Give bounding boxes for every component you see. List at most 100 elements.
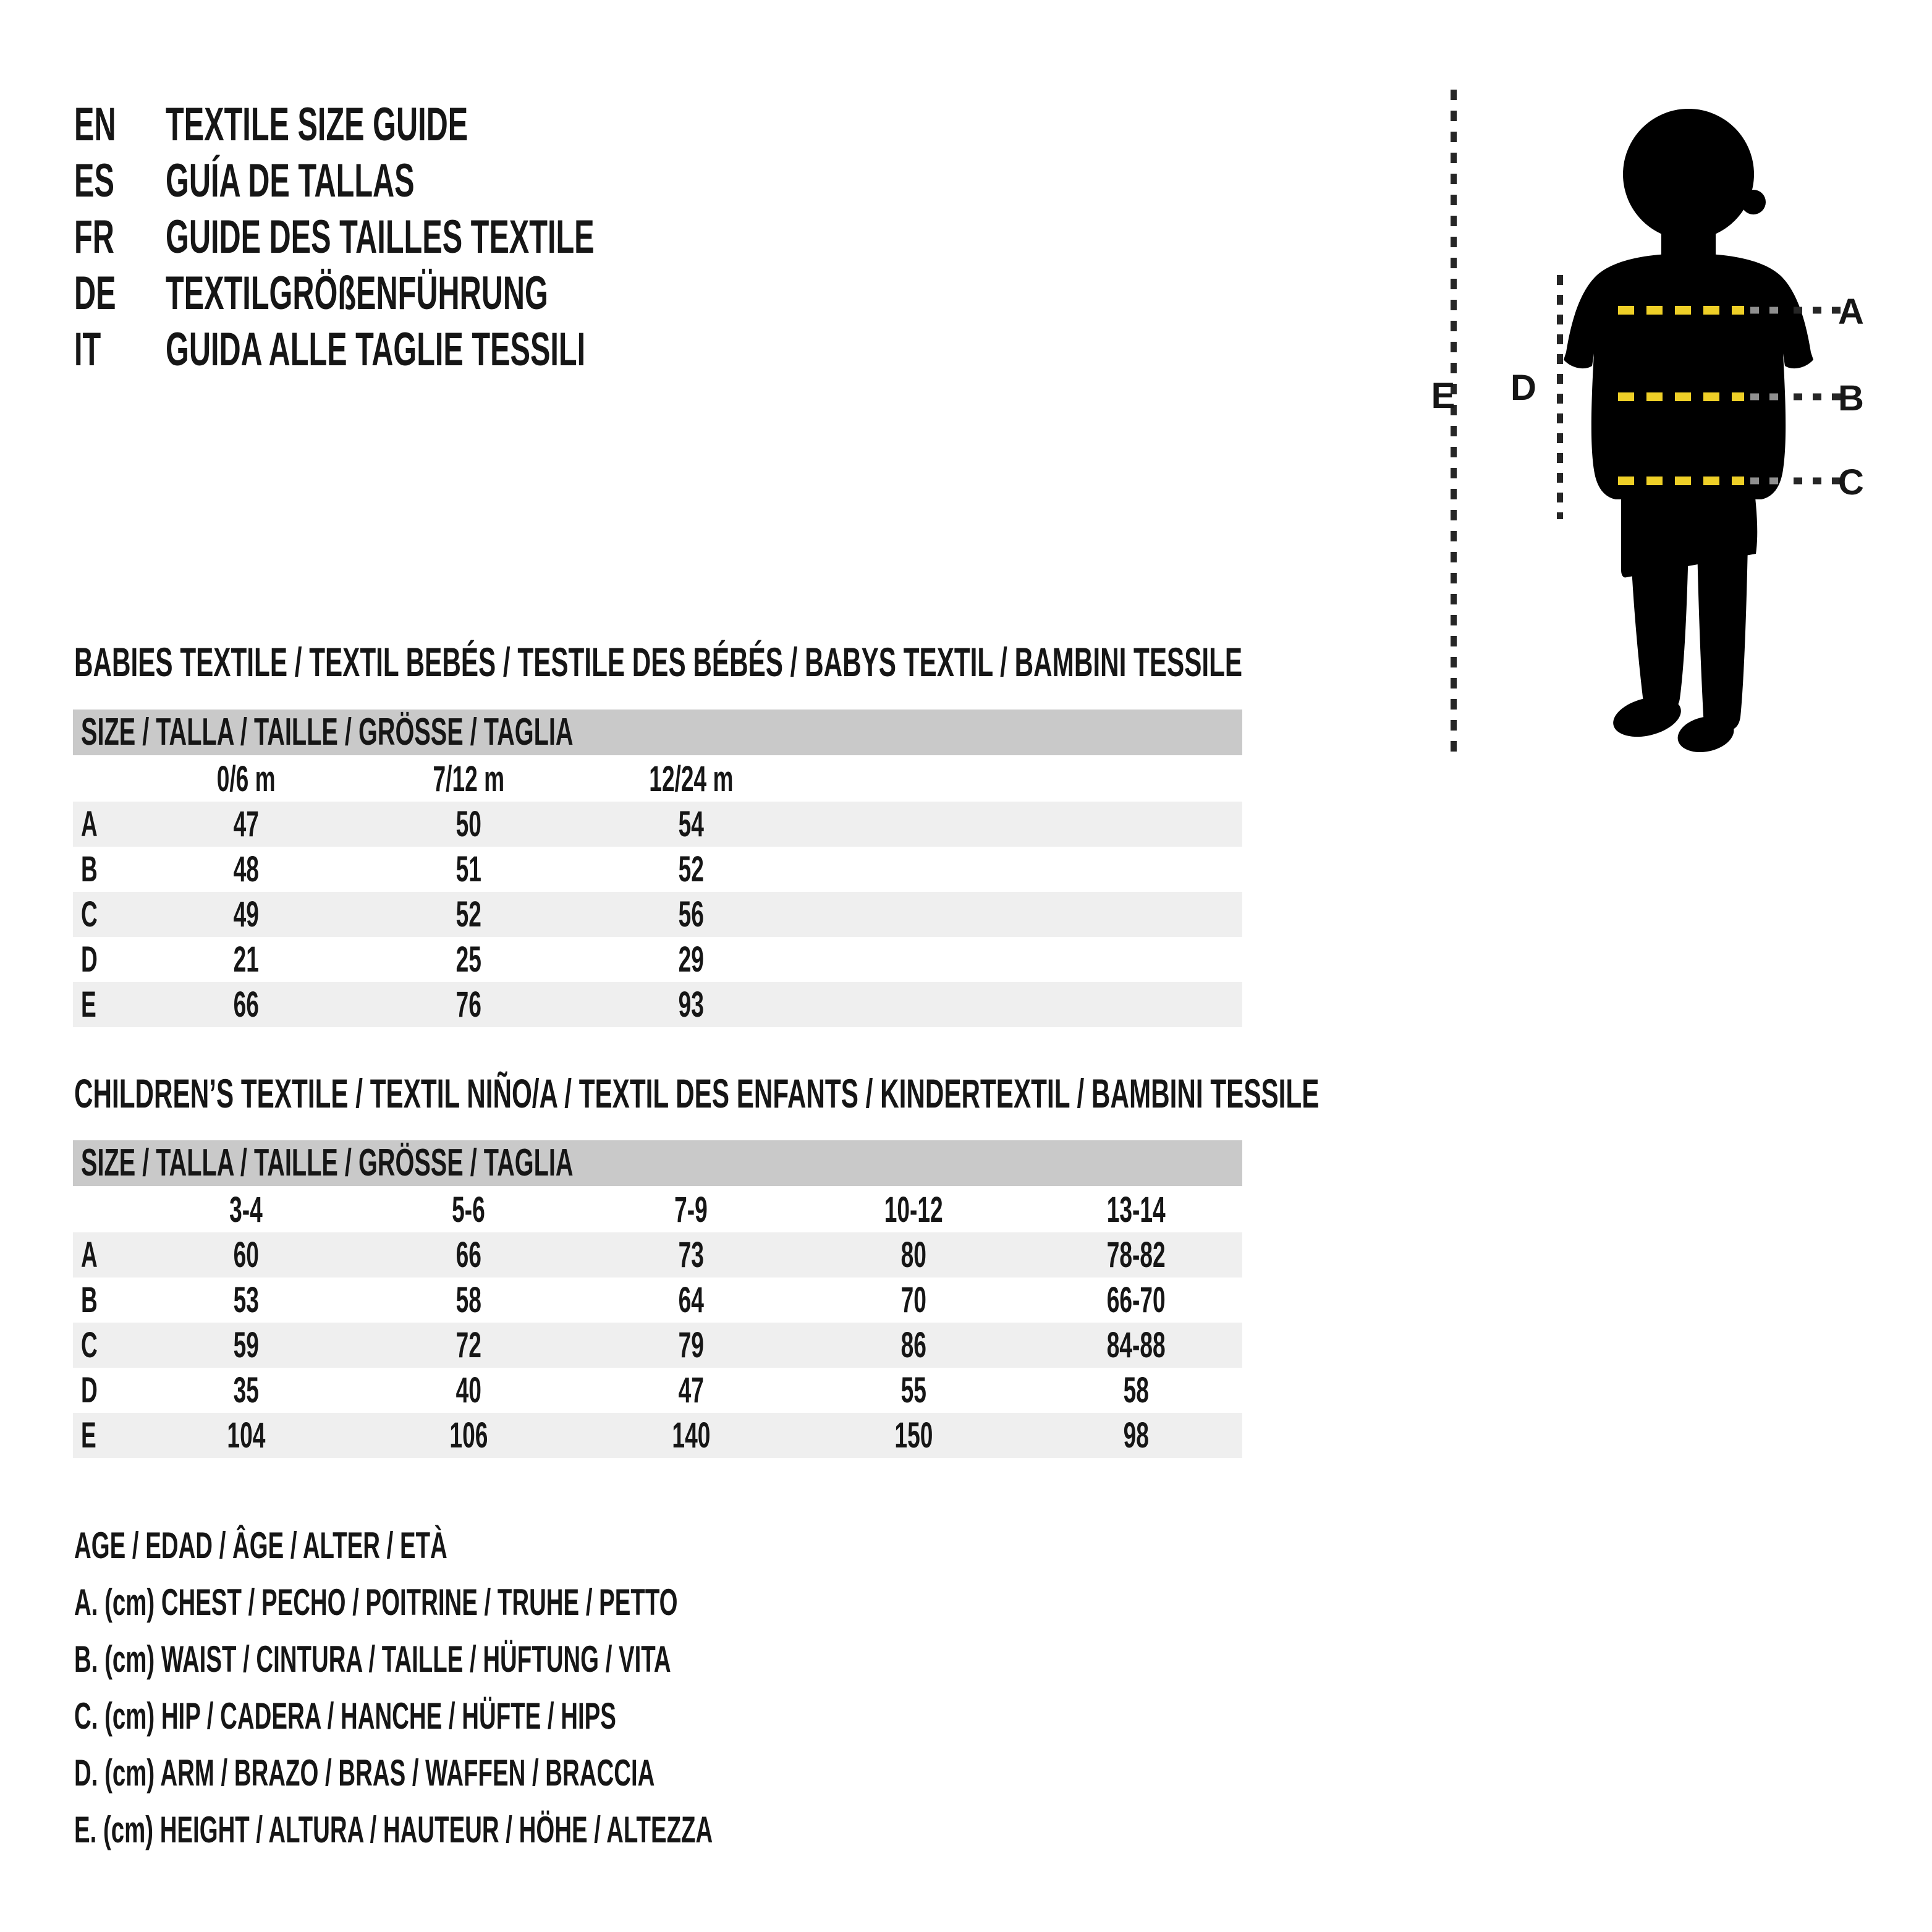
children-column-header-row: 3-4 5-6 7-9 10-12 13-14 bbox=[73, 1187, 1242, 1232]
language-row-en: EN TEXTILE SIZE GUIDE bbox=[74, 96, 836, 153]
value-cell: 52 bbox=[678, 849, 704, 889]
silhouette-ear bbox=[1741, 190, 1766, 214]
language-code: DE bbox=[74, 267, 116, 320]
language-row-fr: FR GUIDE DES TAILLES TEXTILE bbox=[74, 209, 836, 265]
babies-row-e: E 66 76 93 bbox=[73, 982, 1242, 1027]
value-cell: 93 bbox=[678, 985, 704, 1025]
babies-section-heading: BABIES TEXTILE / TEXTIL BEBÉS / TESTILE … bbox=[74, 642, 1899, 682]
legend-line-hip: C. (cm) HIP / CADERA / HANCHE / HÜFTE / … bbox=[74, 1695, 616, 1737]
children-row-a: A 60 66 73 80 78-82 bbox=[73, 1232, 1242, 1277]
value-cell: 47 bbox=[678, 1370, 704, 1410]
empty-cell bbox=[73, 1187, 135, 1232]
babies-row-c: C 49 52 56 bbox=[73, 892, 1242, 937]
babies-column-header: 0/6 m bbox=[216, 759, 276, 799]
guide-title-it: GUIDA ALLE TAGLIE TESSILI bbox=[166, 323, 586, 376]
babies-column-header: 12/24 m bbox=[648, 759, 734, 799]
row-label: C bbox=[81, 1325, 98, 1365]
silhouette-left-shoe bbox=[1613, 697, 1681, 737]
guide-title-fr: GUIDE DES TAILLES TEXTILE bbox=[166, 211, 595, 263]
legend-line-chest: A. (cm) CHEST / PECHO / POITRINE / TRUHE… bbox=[74, 1582, 678, 1623]
label-b: B bbox=[1838, 378, 1864, 418]
label-d: D bbox=[1510, 368, 1536, 408]
children-column-header: 3-4 bbox=[229, 1190, 263, 1230]
label-c: C bbox=[1838, 462, 1864, 502]
guide-title-de: TEXTILGRÖßENFÜHRUNG bbox=[166, 267, 548, 320]
row-label: D bbox=[81, 1370, 98, 1410]
value-cell: 51 bbox=[455, 849, 481, 889]
value-cell: 80 bbox=[900, 1235, 926, 1275]
language-row-de: DE TEXTILGRÖßENFÜHRUNG bbox=[74, 265, 836, 321]
empty-cell bbox=[73, 756, 135, 802]
babies-size-header-bar: SIZE / TALLA / TAILLE / GRÖSSE / TAGLIA bbox=[73, 710, 1242, 755]
value-cell: 66 bbox=[455, 1235, 481, 1275]
value-cell: 48 bbox=[233, 849, 259, 889]
silhouette-left-leg bbox=[1630, 544, 1688, 713]
value-cell: 53 bbox=[233, 1280, 259, 1320]
row-label: B bbox=[81, 1280, 98, 1320]
value-cell: 70 bbox=[900, 1280, 926, 1320]
value-cell: 55 bbox=[900, 1370, 926, 1410]
value-cell: 79 bbox=[678, 1325, 704, 1365]
legend-line-height: E. (cm) HEIGHT / ALTURA / HAUTEUR / HÖHE… bbox=[74, 1809, 713, 1850]
children-column-header: 10-12 bbox=[884, 1190, 943, 1230]
silhouette-right-leg bbox=[1697, 544, 1748, 731]
language-code: EN bbox=[74, 98, 116, 151]
value-cell: 73 bbox=[678, 1235, 704, 1275]
babies-row-d: D 21 25 29 bbox=[73, 937, 1242, 982]
babies-column-header: 7/12 m bbox=[433, 759, 504, 799]
value-cell: 21 bbox=[233, 939, 259, 980]
value-cell: 47 bbox=[233, 804, 259, 844]
measurement-figure: A B C D E bbox=[1431, 90, 1864, 760]
children-size-header-bar: SIZE / TALLA / TAILLE / GRÖSSE / TAGLIA bbox=[73, 1140, 1242, 1186]
row-label: C bbox=[81, 894, 98, 934]
language-code: FR bbox=[74, 211, 114, 263]
babies-row-b: B 48 51 52 bbox=[73, 847, 1242, 892]
language-code: IT bbox=[74, 323, 101, 376]
value-cell: 49 bbox=[233, 894, 259, 934]
babies-column-header-row: 0/6 m 7/12 m 12/24 m bbox=[73, 756, 1242, 802]
child-silhouette bbox=[1564, 109, 1813, 753]
legend-line-arm: D. (cm) ARM / BRAZO / BRAS / WAFFEN / BR… bbox=[74, 1752, 655, 1794]
row-label: D bbox=[81, 939, 98, 980]
row-label: E bbox=[81, 985, 96, 1025]
value-cell: 25 bbox=[455, 939, 481, 980]
label-e: E bbox=[1431, 376, 1455, 416]
babies-heading-text: BABIES TEXTILE / TEXTIL BEBÉS / TESTILE … bbox=[74, 639, 1243, 685]
value-cell: 150 bbox=[894, 1415, 933, 1455]
measurement-legend: AGE / EDAD / ÂGE / ALTER / ETÀ A. (cm) C… bbox=[74, 1517, 1072, 1858]
language-row-it: IT GUIDA ALLE TAGLIE TESSILI bbox=[74, 321, 836, 378]
value-cell: 59 bbox=[233, 1325, 259, 1365]
row-label: B bbox=[81, 849, 98, 889]
language-code: ES bbox=[74, 155, 114, 207]
children-size-table: SIZE / TALLA / TAILLE / GRÖSSE / TAGLIA … bbox=[73, 1140, 1242, 1458]
silhouette-torso bbox=[1564, 253, 1813, 499]
value-cell: 54 bbox=[678, 804, 704, 844]
children-column-header: 7-9 bbox=[674, 1190, 708, 1230]
value-cell: 58 bbox=[455, 1280, 481, 1320]
value-cell: 66 bbox=[233, 985, 259, 1025]
children-column-header: 13-14 bbox=[1106, 1190, 1166, 1230]
silhouette-head bbox=[1623, 109, 1754, 240]
value-cell: 76 bbox=[455, 985, 481, 1025]
value-cell: 98 bbox=[1123, 1415, 1149, 1455]
babies-size-header-text: SIZE / TALLA / TAILLE / GRÖSSE / TAGLIA bbox=[81, 711, 574, 753]
children-row-c: C 59 72 79 86 84-88 bbox=[73, 1323, 1242, 1368]
silhouette-right-shoe bbox=[1677, 716, 1734, 753]
value-cell: 29 bbox=[678, 939, 704, 980]
value-cell: 104 bbox=[227, 1415, 265, 1455]
legend-line-waist: B. (cm) WAIST / CINTURA / TAILLE / HÜFTU… bbox=[74, 1638, 671, 1680]
legend-line-age: AGE / EDAD / ÂGE / ALTER / ETÀ bbox=[74, 1525, 447, 1566]
language-title-block: EN TEXTILE SIZE GUIDE ES GUÍA DE TALLAS … bbox=[74, 96, 836, 378]
language-row-es: ES GUÍA DE TALLAS bbox=[74, 153, 836, 209]
row-label: E bbox=[81, 1415, 96, 1455]
children-row-e: E 104 106 140 150 98 bbox=[73, 1413, 1242, 1458]
value-cell: 140 bbox=[672, 1415, 710, 1455]
value-cell: 78-82 bbox=[1106, 1235, 1166, 1275]
value-cell: 50 bbox=[455, 804, 481, 844]
children-size-header-text: SIZE / TALLA / TAILLE / GRÖSSE / TAGLIA bbox=[81, 1142, 574, 1184]
value-cell: 35 bbox=[233, 1370, 259, 1410]
value-cell: 60 bbox=[233, 1235, 259, 1275]
value-cell: 72 bbox=[455, 1325, 481, 1365]
babies-row-a: A 47 50 54 bbox=[73, 802, 1242, 847]
